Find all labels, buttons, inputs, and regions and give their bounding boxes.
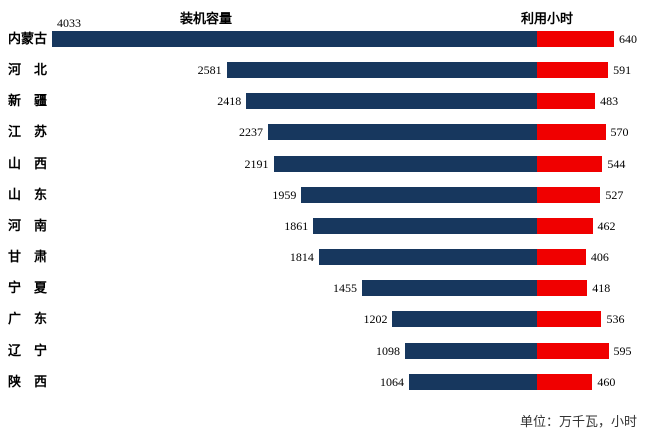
hours-value-label: 591 — [613, 62, 632, 77]
capacity-bar — [404, 342, 537, 359]
hours-bar — [537, 124, 606, 141]
capacity-value-label: 1814 — [289, 250, 314, 265]
hours-value-label: 460 — [597, 374, 616, 389]
hours-value-label: 595 — [613, 343, 632, 358]
capacity-value-label: 1861 — [284, 218, 309, 233]
capacity-value-label: 2418 — [217, 94, 242, 109]
hours-value-label: 640 — [618, 31, 637, 46]
category-label: 甘 肃 — [8, 249, 48, 265]
hours-bar — [537, 217, 593, 234]
hours-bar — [537, 373, 593, 390]
capacity-value-label: 1202 — [363, 312, 388, 327]
capacity-bar — [267, 124, 537, 141]
hours-value-label: 544 — [607, 156, 626, 171]
category-label: 山 东 — [8, 186, 48, 202]
category-label: 河 北 — [8, 61, 48, 77]
capacity-value-label: 2237 — [238, 125, 263, 140]
capacity-value-label: 2191 — [244, 156, 269, 171]
capacity-value-label: 1959 — [272, 187, 297, 202]
category-label: 宁 夏 — [8, 280, 48, 296]
capacity-bar — [301, 186, 537, 203]
capacity-bar — [313, 217, 537, 234]
hours-bar — [537, 61, 609, 78]
capacity-bar — [392, 311, 537, 328]
capacity-value-label: 2581 — [197, 62, 222, 77]
left-series-title: 装机容量 — [179, 11, 233, 26]
category-label: 江 苏 — [8, 124, 48, 140]
capacity-value-label: 1098 — [375, 343, 400, 358]
hours-value-label: 527 — [605, 187, 624, 202]
capacity-bar — [409, 373, 537, 390]
category-label: 山 西 — [8, 155, 48, 171]
capacity-bar — [318, 249, 537, 266]
hours-bar — [537, 249, 586, 266]
capacity-bar — [226, 61, 537, 78]
hours-bar — [537, 186, 601, 203]
category-label: 新 疆 — [8, 93, 48, 109]
capacity-bar — [246, 93, 537, 110]
hours-bar — [537, 342, 609, 359]
category-label: 广 东 — [8, 311, 48, 327]
capacity-bar — [52, 30, 537, 47]
category-label: 陕 西 — [8, 373, 48, 389]
hours-bar — [537, 311, 602, 328]
capacity-value-label: 4033 — [57, 15, 81, 30]
hours-value-label: 483 — [600, 94, 619, 109]
category-label: 辽 宁 — [8, 342, 48, 358]
hours-value-label: 570 — [610, 125, 629, 140]
hours-bar — [537, 93, 596, 110]
hours-value-label: 406 — [590, 250, 609, 265]
capacity-bar — [273, 155, 537, 172]
capacity-value-label: 1064 — [380, 374, 405, 389]
hours-value-label: 418 — [592, 281, 611, 296]
capacity-value-label: 1455 — [333, 281, 358, 296]
capacity-bar — [362, 280, 537, 297]
hours-bar — [537, 30, 614, 47]
right-series-title: 利用小时 — [520, 11, 574, 26]
hours-bar — [537, 155, 603, 172]
unit-footnote: 单位：万千瓦，小时 — [519, 414, 637, 429]
category-label: 内蒙古 — [8, 30, 48, 46]
hours-value-label: 462 — [597, 218, 616, 233]
hours-value-label: 536 — [606, 312, 625, 327]
category-label: 河 南 — [8, 217, 48, 233]
hours-bar — [537, 280, 588, 297]
